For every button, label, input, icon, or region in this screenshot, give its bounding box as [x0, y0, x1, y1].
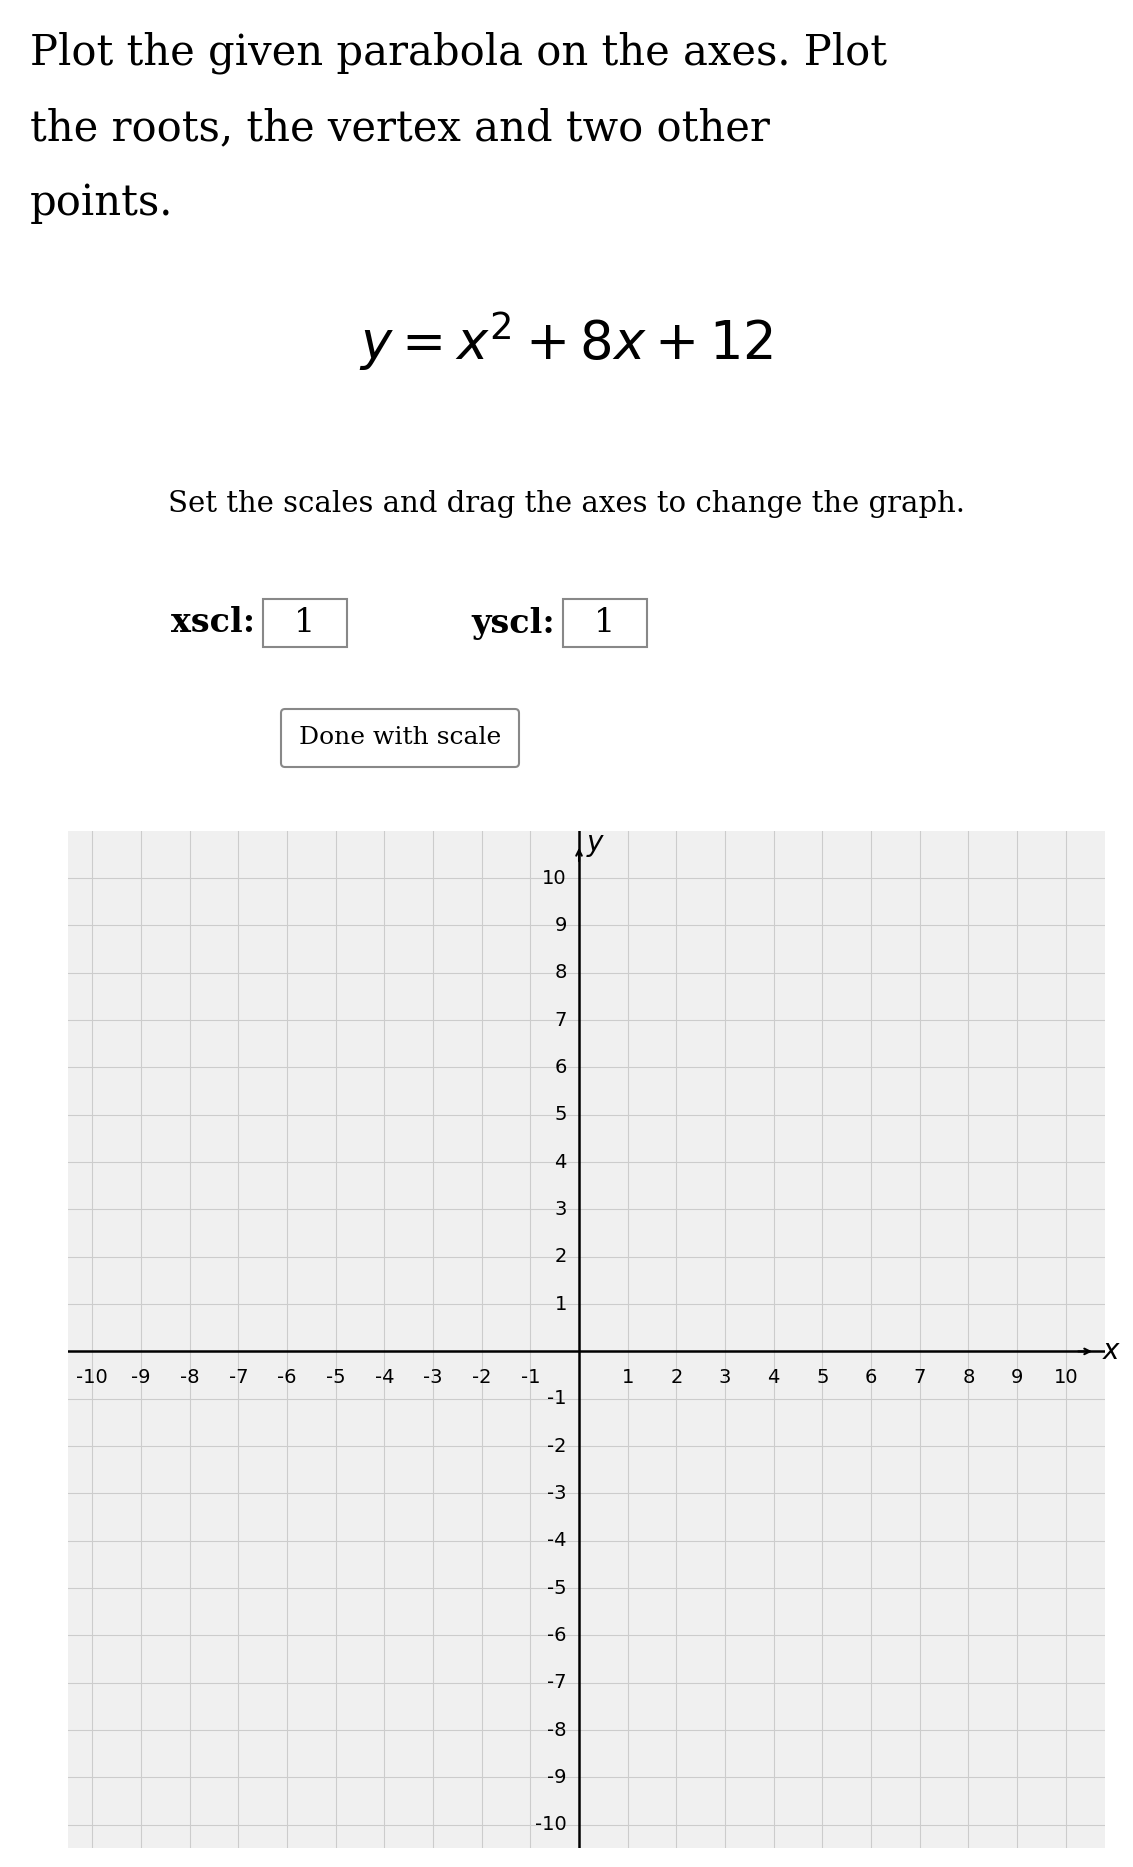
Text: 3: 3	[554, 1200, 566, 1219]
Text: 1: 1	[622, 1369, 633, 1387]
Text: 6: 6	[864, 1369, 877, 1387]
Text: -2: -2	[472, 1369, 492, 1387]
Text: yscl:: yscl:	[471, 607, 555, 640]
Text: -4: -4	[547, 1531, 566, 1550]
Text: 9: 9	[554, 917, 566, 935]
Text: -4: -4	[375, 1369, 394, 1387]
Text: y: y	[587, 829, 603, 857]
Text: 10: 10	[1054, 1369, 1079, 1387]
Text: Done with scale: Done with scale	[299, 726, 501, 749]
Text: -1: -1	[520, 1369, 540, 1387]
Text: -8: -8	[547, 1721, 566, 1740]
Text: 2: 2	[671, 1369, 682, 1387]
Text: -7: -7	[229, 1369, 248, 1387]
Text: x: x	[1102, 1337, 1118, 1365]
FancyBboxPatch shape	[563, 599, 647, 648]
Text: -3: -3	[547, 1484, 566, 1503]
Text: -6: -6	[547, 1626, 566, 1645]
Text: -1: -1	[547, 1389, 566, 1408]
Text: 3: 3	[718, 1369, 731, 1387]
FancyBboxPatch shape	[263, 599, 347, 648]
Text: -7: -7	[547, 1673, 566, 1692]
FancyBboxPatch shape	[281, 709, 519, 767]
Text: 8: 8	[962, 1369, 974, 1387]
Text: Plot the given parabola on the axes. Plot: Plot the given parabola on the axes. Plo…	[29, 32, 887, 75]
Text: 6: 6	[554, 1059, 566, 1077]
Text: 1: 1	[554, 1294, 566, 1314]
Text: -9: -9	[547, 1768, 566, 1787]
Text: 4: 4	[554, 1152, 566, 1172]
Text: 5: 5	[816, 1369, 828, 1387]
Text: 4: 4	[767, 1369, 780, 1387]
Text: 8: 8	[554, 963, 566, 982]
Text: -6: -6	[278, 1369, 297, 1387]
Text: the roots, the vertex and two other: the roots, the vertex and two other	[29, 106, 770, 149]
Text: 1: 1	[295, 607, 316, 639]
Text: $y = x^2 + 8x + 12$: $y = x^2 + 8x + 12$	[359, 310, 773, 373]
Text: 10: 10	[543, 868, 566, 887]
Text: points.: points.	[29, 181, 173, 224]
Text: -8: -8	[180, 1369, 199, 1387]
Text: Set the scales and drag the axes to change the graph.: Set the scales and drag the axes to chan…	[168, 489, 964, 517]
Text: 7: 7	[913, 1369, 926, 1387]
Text: -10: -10	[535, 1815, 566, 1833]
Text: -5: -5	[547, 1578, 566, 1598]
Text: xscl:: xscl:	[171, 607, 255, 640]
Text: -2: -2	[547, 1436, 566, 1456]
Text: -10: -10	[76, 1369, 108, 1387]
Text: 1: 1	[595, 607, 615, 639]
Text: -3: -3	[424, 1369, 443, 1387]
Text: 7: 7	[554, 1010, 566, 1029]
Text: -5: -5	[326, 1369, 346, 1387]
Text: 9: 9	[1011, 1369, 1023, 1387]
Text: 5: 5	[554, 1105, 566, 1124]
Text: 2: 2	[554, 1247, 566, 1266]
Text: -9: -9	[131, 1369, 151, 1387]
